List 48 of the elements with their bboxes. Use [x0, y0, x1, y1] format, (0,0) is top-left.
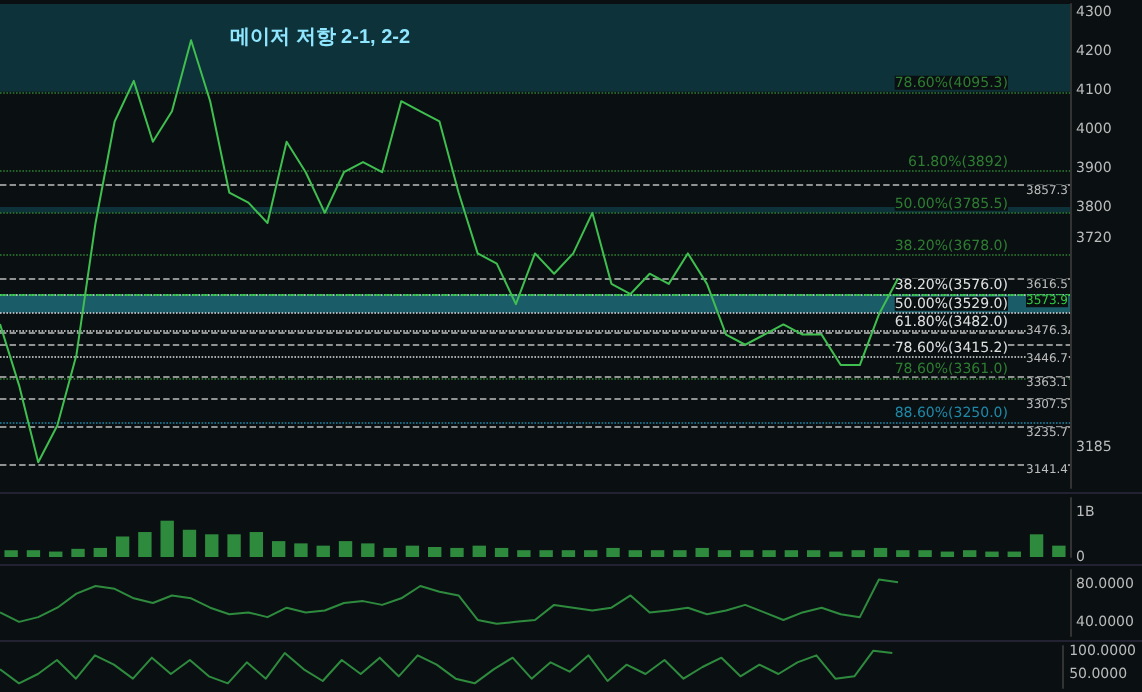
bar [985, 551, 999, 557]
bar [628, 550, 642, 557]
bar [963, 550, 977, 557]
bar [896, 550, 910, 557]
bar [26, 550, 41, 557]
bar [271, 541, 286, 557]
bar [539, 550, 553, 557]
bar [695, 547, 709, 557]
bar [115, 536, 130, 557]
bar [806, 550, 821, 557]
bar [1052, 545, 1066, 557]
bar [784, 550, 799, 557]
bar [851, 550, 865, 557]
bar [584, 550, 598, 557]
line-series [0, 649, 894, 685]
bar [182, 529, 197, 557]
bar [4, 550, 18, 557]
line-series [0, 578, 900, 625]
bar [160, 520, 174, 557]
bar [873, 547, 888, 557]
bar [138, 532, 152, 557]
annotation: 메이저 저항 2-1, 2-2 [230, 27, 411, 49]
bar [338, 541, 353, 557]
bar [450, 547, 464, 557]
bar [361, 543, 375, 557]
bar [561, 550, 576, 557]
bar [1029, 534, 1044, 557]
bar [494, 547, 509, 557]
bar [762, 550, 776, 557]
bar [829, 551, 843, 557]
bar [227, 534, 241, 557]
bar [517, 550, 531, 557]
bar [650, 550, 665, 557]
bar [249, 532, 264, 557]
bar [93, 547, 107, 557]
bar [428, 547, 442, 557]
bar [717, 550, 732, 557]
bar [405, 545, 420, 557]
bar [294, 543, 308, 557]
bar [205, 534, 219, 557]
bar [383, 547, 397, 557]
bar [606, 547, 620, 557]
bar [673, 550, 687, 557]
bar [71, 548, 85, 557]
bar [316, 545, 330, 557]
bar [472, 545, 486, 557]
bar [918, 550, 932, 557]
bar [740, 550, 754, 557]
